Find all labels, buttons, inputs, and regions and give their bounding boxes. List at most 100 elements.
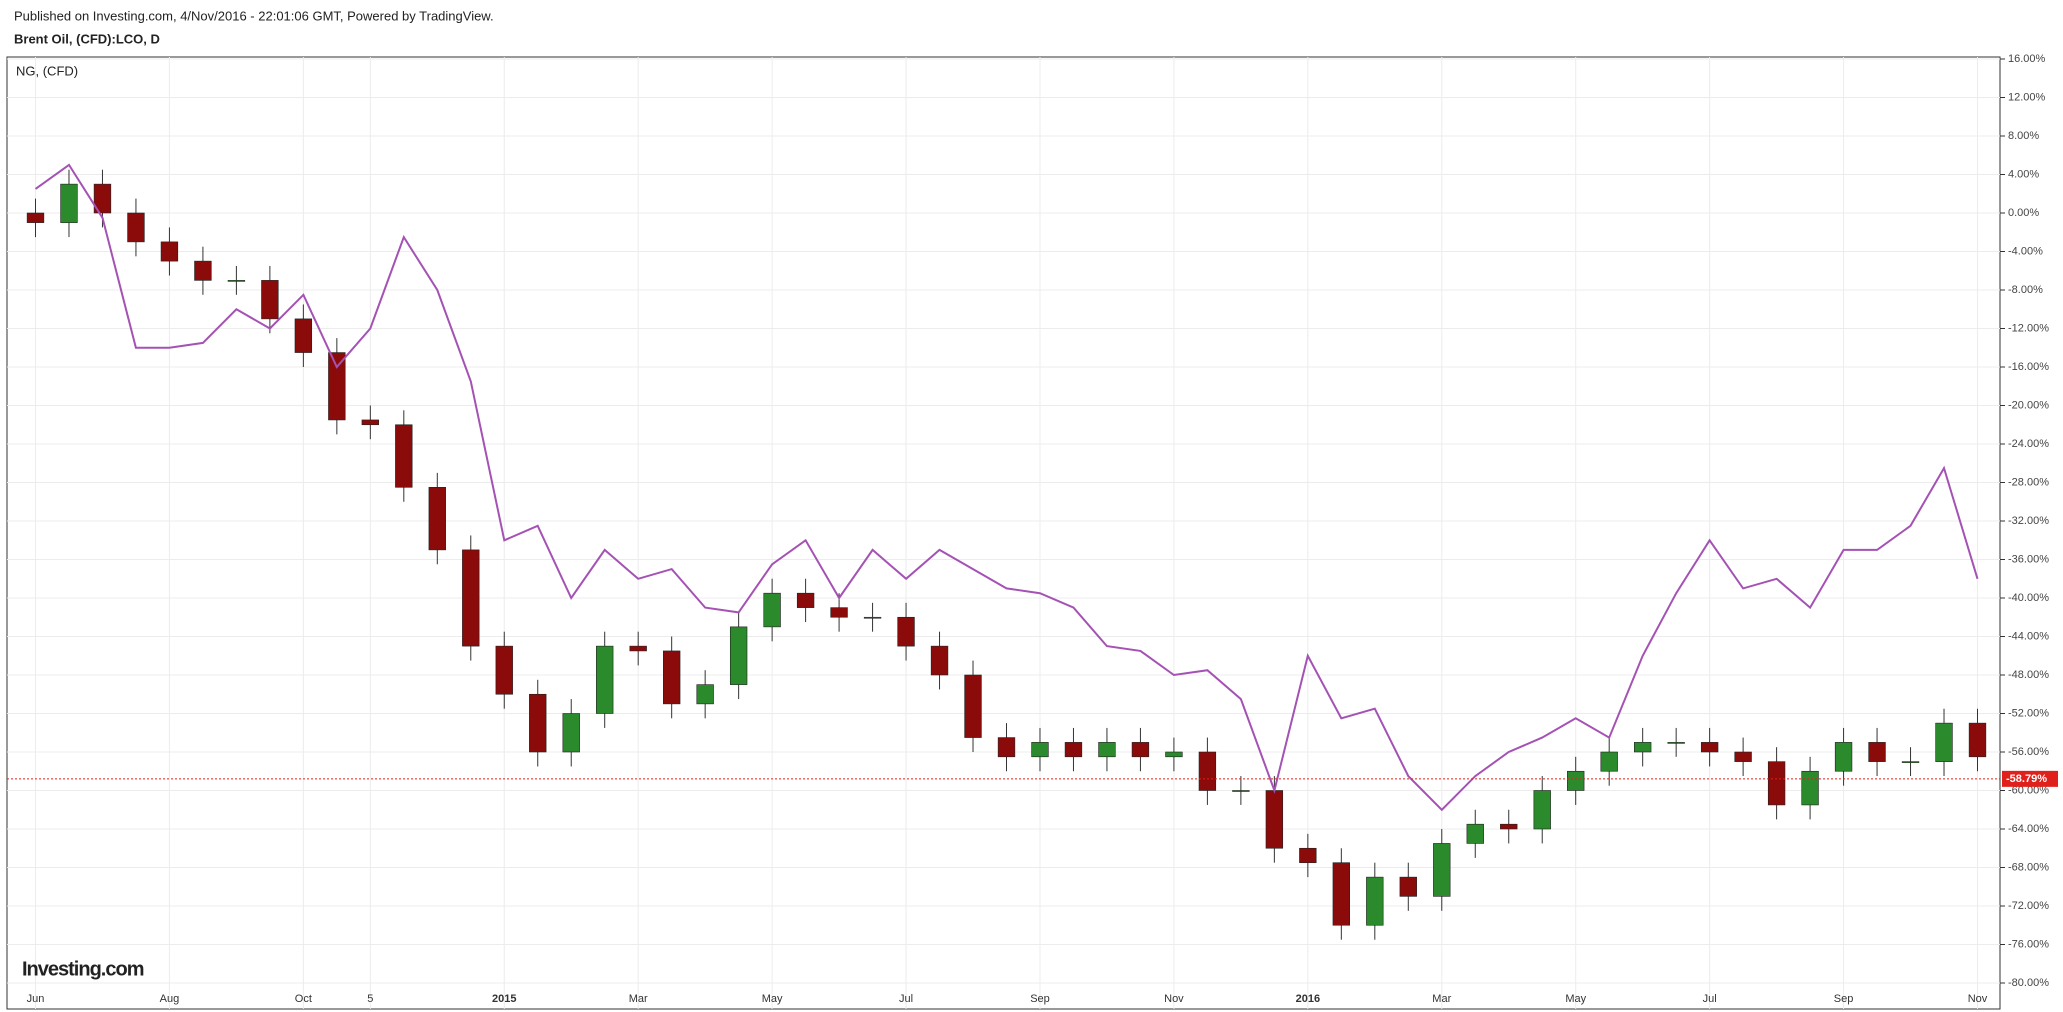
candle-body [763, 592, 781, 628]
x-tick-label: Nov [1164, 993, 1184, 1005]
x-tick-label: 5 [367, 993, 373, 1005]
candle-body [1466, 823, 1484, 844]
y-tick-label: -56.00% [2008, 746, 2049, 758]
y-tick-label: -68.00% [2008, 861, 2049, 873]
candle-body [495, 645, 513, 695]
x-tick-label: Aug [160, 993, 180, 1005]
chart-title: Brent Oil, (CFD):LCO, D [14, 31, 160, 46]
y-tick-label: -4.00% [2008, 245, 2043, 257]
x-tick-label: Mar [629, 993, 648, 1005]
candle-body [227, 280, 246, 282]
x-tick-label: Jun [27, 993, 45, 1005]
candle-body [1399, 876, 1417, 897]
candle-body [462, 549, 480, 647]
candle-body [60, 183, 78, 223]
x-tick-label: 2015 [492, 993, 516, 1005]
candle-body [1935, 722, 1953, 762]
candle-body [1299, 847, 1317, 863]
candle-body [1098, 742, 1116, 758]
candle-body [897, 616, 915, 647]
candle-body [1232, 790, 1250, 792]
y-tick-label: -28.00% [2008, 476, 2049, 488]
current-value-label: -58.79% [2006, 773, 2047, 785]
y-tick-label: -20.00% [2008, 399, 2049, 411]
candle-body [1667, 742, 1685, 744]
y-tick-label: -24.00% [2008, 438, 2049, 450]
candle-body [562, 713, 580, 753]
x-tick-label: Jul [899, 993, 913, 1005]
candle-body [395, 424, 413, 488]
y-tick-label: 12.00% [2008, 91, 2046, 103]
x-tick-label: May [1565, 993, 1586, 1005]
line-series [34, 163, 1979, 812]
y-tick-label: -76.00% [2008, 938, 2049, 950]
candle-body [1767, 761, 1786, 806]
candle-body [1131, 742, 1150, 758]
candle-body [261, 280, 279, 320]
current-value-tag [2002, 770, 2058, 787]
candle-body [361, 419, 379, 426]
x-tick-label: Nov [1968, 993, 1988, 1005]
candle-body [1901, 761, 1920, 763]
x-tick-label: Mar [1432, 993, 1451, 1005]
y-tick-label: 8.00% [2008, 130, 2039, 142]
candle-body [1567, 770, 1585, 791]
y-tick-label: -64.00% [2008, 823, 2049, 835]
logo: Investing.com [22, 958, 144, 980]
candle-body [964, 674, 982, 738]
candle-body [729, 626, 748, 685]
y-tick-label: -60.00% [2008, 784, 2049, 796]
y-tick-label: -12.00% [2008, 322, 2049, 334]
candle-body [663, 650, 681, 705]
candle-body [1165, 751, 1183, 758]
legend-entry: NG, (CFD) [16, 63, 78, 78]
candle-body [294, 318, 313, 353]
y-tick-label: -32.00% [2008, 515, 2049, 527]
candle-body [796, 592, 815, 608]
candle-body [863, 616, 882, 619]
candle-body [1332, 862, 1350, 926]
y-tick-label: -44.00% [2008, 630, 2049, 642]
plot-frame [6, 56, 2001, 1010]
candle-body [1700, 742, 1719, 753]
y-tick-label: 4.00% [2008, 168, 2039, 180]
x-tick-label: Sep [1030, 993, 1050, 1005]
candle-body [160, 241, 179, 262]
candle-body [1031, 742, 1049, 758]
candle-body [596, 645, 614, 714]
candle-body [1801, 770, 1819, 806]
candle-body [1265, 790, 1284, 849]
y-tick-label: -52.00% [2008, 707, 2049, 719]
y-tick-label: -8.00% [2008, 284, 2043, 296]
candle-body [127, 212, 145, 243]
y-tick-label: 0.00% [2008, 207, 2039, 219]
candle-body [529, 693, 547, 753]
x-tick-label: Oct [295, 993, 312, 1005]
y-tick-label: -72.00% [2008, 900, 2049, 912]
candle-body [997, 737, 1016, 758]
y-tick-label: -40.00% [2008, 592, 2049, 604]
candle-body [629, 645, 647, 652]
candle-body [1366, 876, 1384, 926]
candle-body [194, 260, 212, 281]
candle-body [1198, 751, 1217, 791]
candle-body [930, 645, 949, 676]
candle-body [1834, 742, 1853, 772]
candle-body [1968, 722, 1987, 758]
x-tick-label: Sep [1834, 993, 1854, 1005]
candle-body [830, 607, 848, 618]
y-tick-label: 16.00% [2008, 53, 2046, 65]
y-tick-label: -48.00% [2008, 669, 2049, 681]
y-tick-label: -16.00% [2008, 361, 2049, 373]
candle-body [1734, 751, 1752, 762]
x-tick-label: Jul [1703, 993, 1717, 1005]
marks [26, 163, 1987, 940]
x-tick-label: May [762, 993, 783, 1005]
candle-body [1500, 823, 1518, 830]
candle-body [1868, 742, 1886, 762]
candle-body [328, 352, 346, 421]
candle-body [1533, 790, 1551, 830]
y-tick-label: -80.00% [2008, 977, 2049, 989]
